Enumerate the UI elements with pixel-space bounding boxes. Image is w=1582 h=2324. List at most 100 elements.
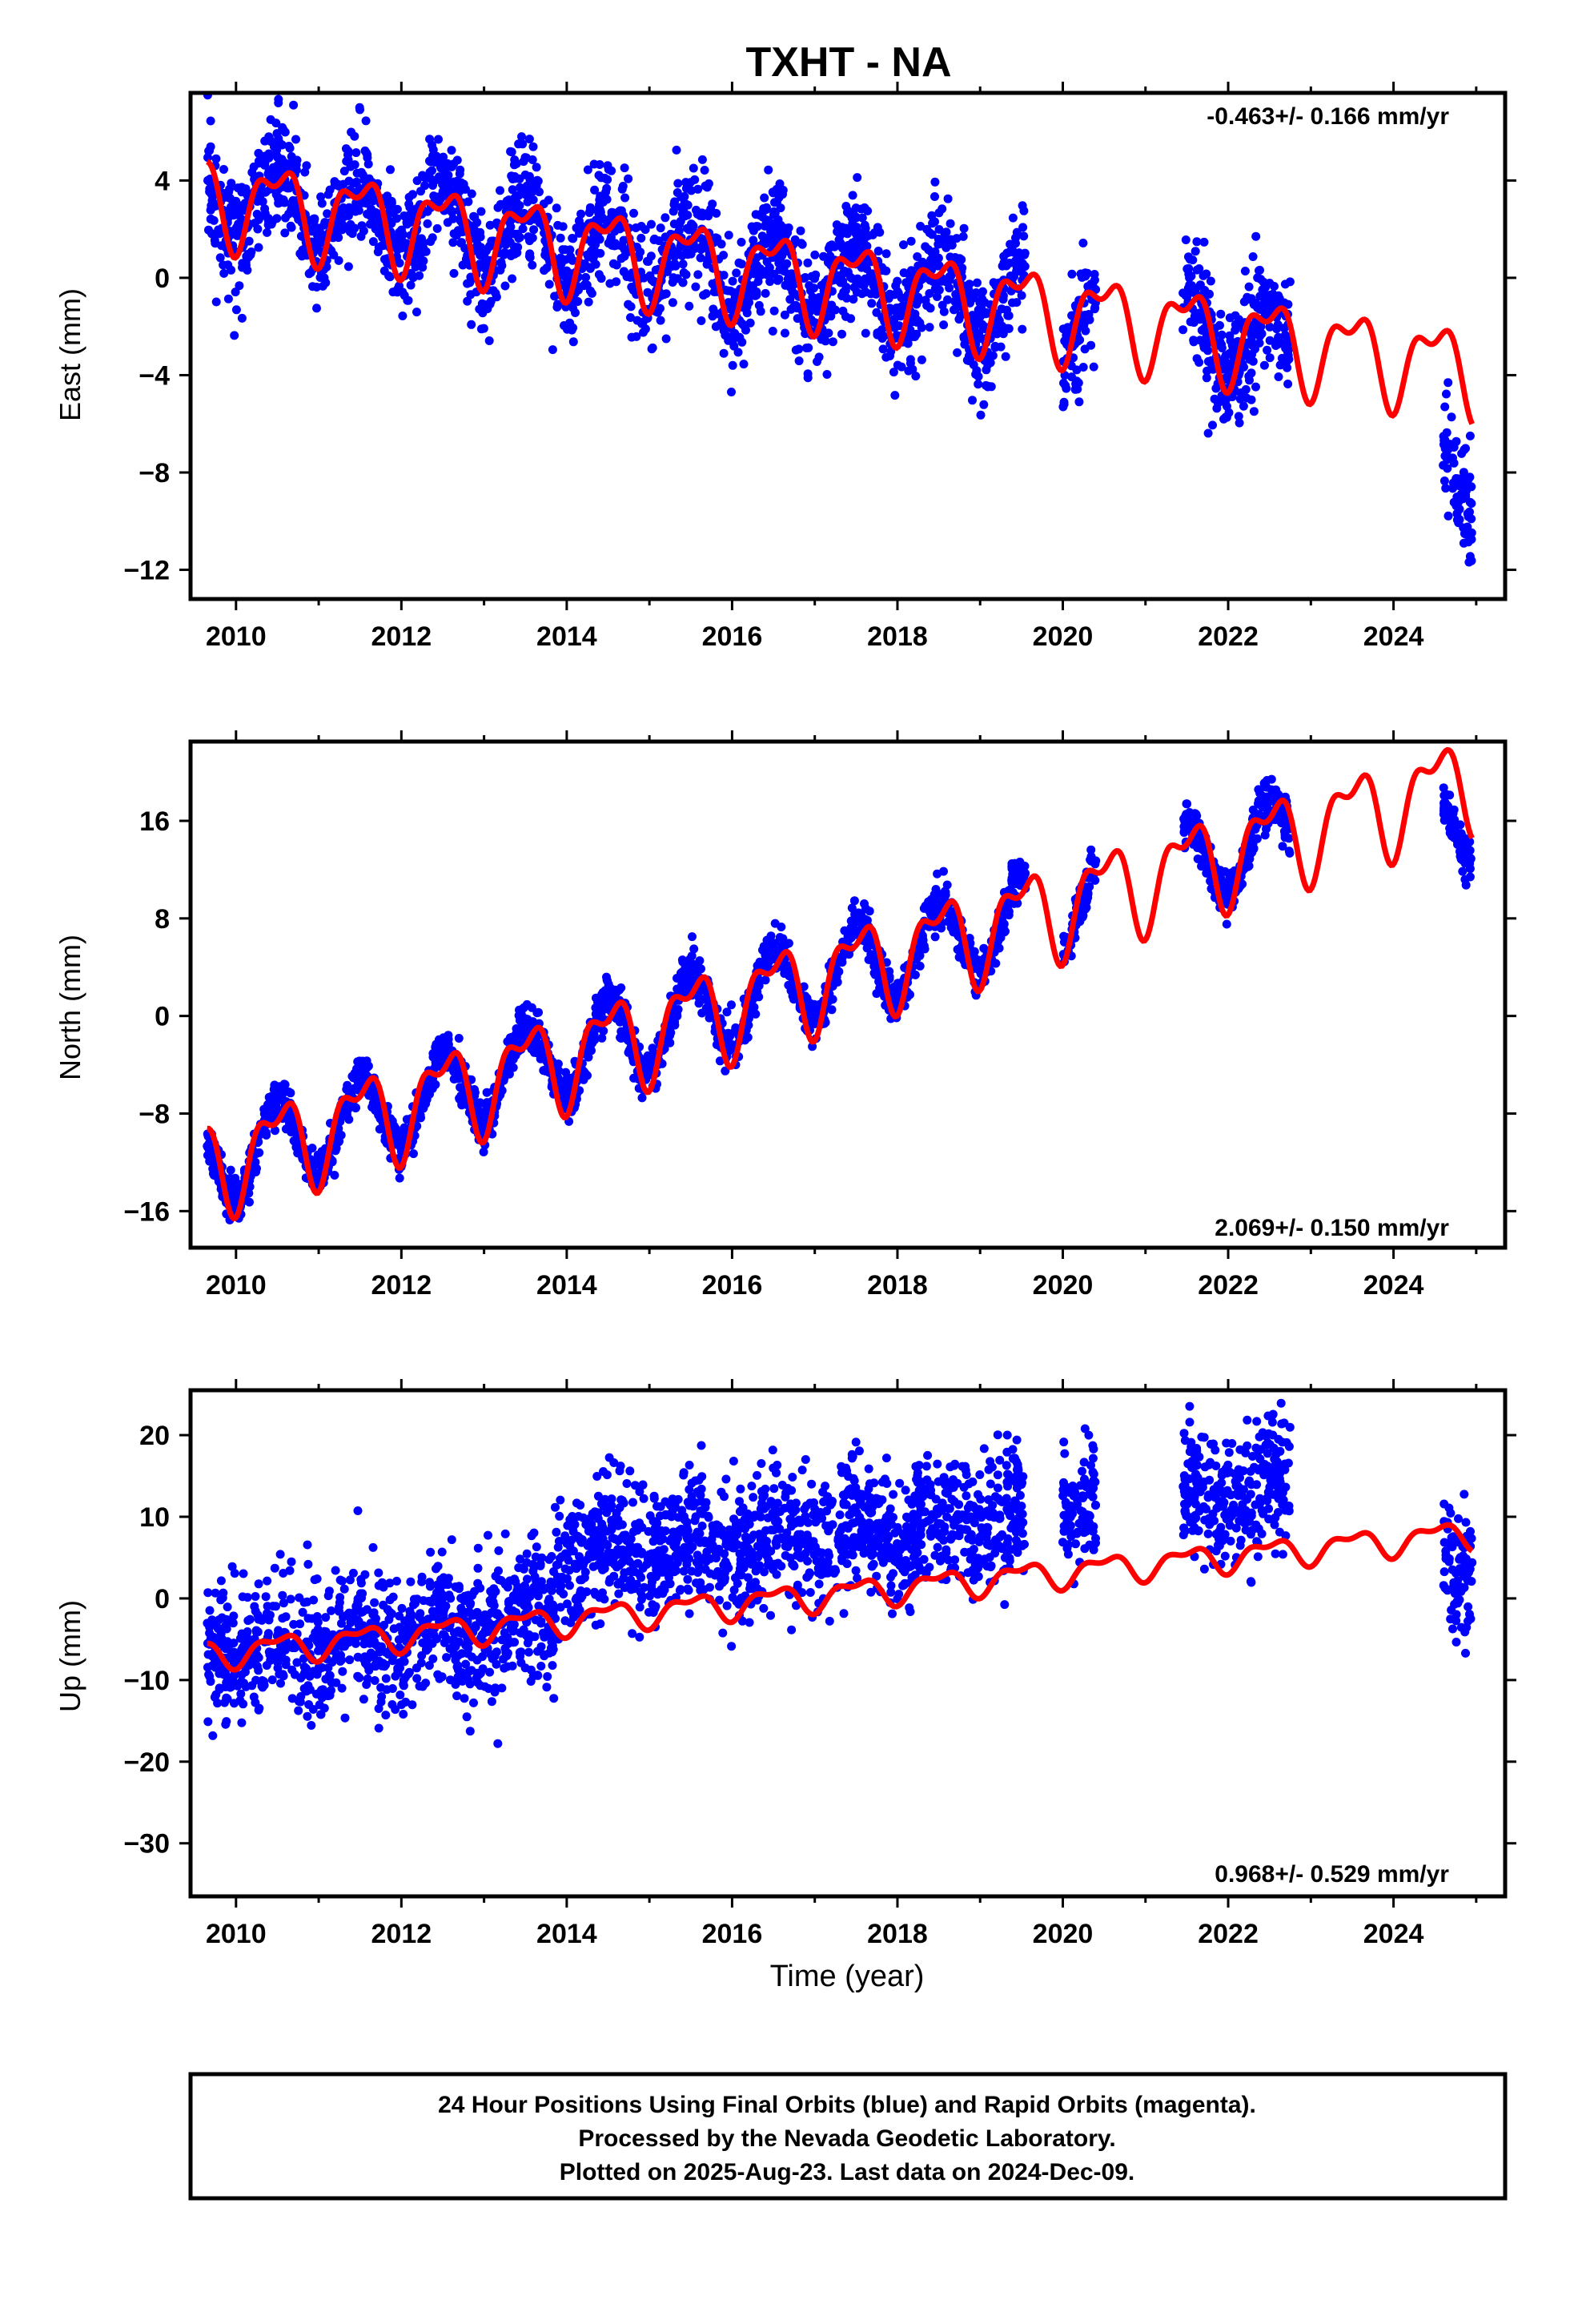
data-point: [431, 1063, 440, 1072]
data-point: [481, 1100, 491, 1110]
data-point: [780, 310, 789, 320]
data-point: [1279, 298, 1289, 308]
data-point: [601, 187, 611, 197]
data-point: [347, 127, 356, 137]
data-point: [841, 286, 850, 296]
data-point: [697, 208, 707, 218]
data-point: [363, 159, 373, 169]
data-point: [1208, 420, 1217, 430]
data-point: [971, 369, 981, 379]
data-point: [287, 159, 296, 168]
data-point: [596, 274, 606, 283]
data-point: [456, 178, 466, 187]
data-point: [809, 317, 819, 327]
data-point: [936, 239, 946, 248]
data-point: [479, 1148, 488, 1156]
data-point: [449, 1075, 459, 1084]
data-point: [745, 318, 755, 328]
data-point: [1007, 244, 1017, 254]
data-point: [1273, 320, 1283, 329]
data-point: [637, 1093, 647, 1103]
data-point: [732, 268, 741, 278]
data-point: [616, 254, 626, 263]
data-point: [708, 312, 717, 321]
data-point: [351, 82, 360, 91]
data-point: [911, 372, 921, 381]
data-point: [274, 94, 283, 104]
data-point: [522, 181, 532, 191]
data-point: [1206, 276, 1215, 286]
data-point: [937, 893, 946, 903]
data-point: [770, 208, 780, 218]
data-point: [234, 209, 243, 219]
data-point: [661, 334, 671, 344]
data-point: [920, 944, 930, 954]
data-point: [690, 175, 700, 184]
data-point: [362, 199, 371, 208]
data-point: [968, 396, 977, 405]
data-point: [510, 155, 520, 165]
data-point: [849, 295, 858, 304]
data-point: [204, 225, 213, 235]
data-point: [697, 316, 706, 325]
data-point: [624, 300, 633, 309]
data-point: [833, 227, 842, 236]
data-point: [282, 1114, 291, 1124]
data-point: [518, 139, 528, 149]
data-point: [284, 142, 294, 151]
data-point: [333, 179, 343, 189]
data-point: [607, 166, 616, 175]
data-point: [339, 167, 349, 176]
data-point: [341, 144, 351, 154]
data-point: [291, 201, 300, 211]
data-point: [1184, 252, 1193, 262]
data-point: [485, 220, 495, 230]
data-point: [643, 1051, 652, 1060]
data-point: [905, 271, 915, 281]
data-point: [227, 265, 236, 275]
data-point: [1247, 368, 1256, 378]
data-point: [926, 259, 936, 267]
data-point: [291, 135, 300, 144]
data-point: [550, 292, 560, 301]
data-point: [1063, 323, 1073, 332]
data-point: [699, 982, 709, 991]
data-point: [352, 177, 361, 187]
data-point: [1249, 407, 1259, 416]
data-point: [927, 247, 937, 257]
data-point: [504, 1058, 513, 1068]
data-point: [1440, 444, 1450, 453]
data-point: [361, 116, 371, 126]
data-point: [769, 306, 779, 316]
data-point: [643, 256, 652, 266]
data-point: [558, 222, 568, 231]
data-point: [244, 1188, 254, 1198]
data-point: [273, 152, 283, 162]
data-point: [809, 999, 819, 1009]
data-point: [409, 1149, 418, 1159]
data-point: [870, 960, 880, 970]
y-tick-label: −4: [139, 360, 170, 391]
data-point: [998, 261, 1007, 271]
data-point: [334, 255, 343, 265]
data-point: [711, 322, 721, 332]
data-point: [881, 352, 891, 362]
east-rate-label: -0.463+/- 0.166 mm/yr: [1207, 103, 1449, 130]
data-point: [407, 268, 416, 278]
data-point: [725, 286, 735, 296]
data-point: [517, 1004, 527, 1014]
data-point: [520, 190, 530, 199]
data-point: [905, 325, 915, 335]
data-point: [857, 911, 866, 920]
data-point: [1081, 326, 1090, 336]
data-point: [510, 243, 520, 253]
data-point: [452, 231, 461, 240]
data-point: [940, 228, 950, 238]
data-point: [1274, 333, 1283, 343]
data-point: [1070, 384, 1080, 394]
data-point: [750, 269, 760, 279]
data-point: [841, 202, 851, 211]
data-point: [518, 224, 528, 234]
data-point: [1239, 297, 1249, 307]
data-point: [983, 382, 993, 392]
